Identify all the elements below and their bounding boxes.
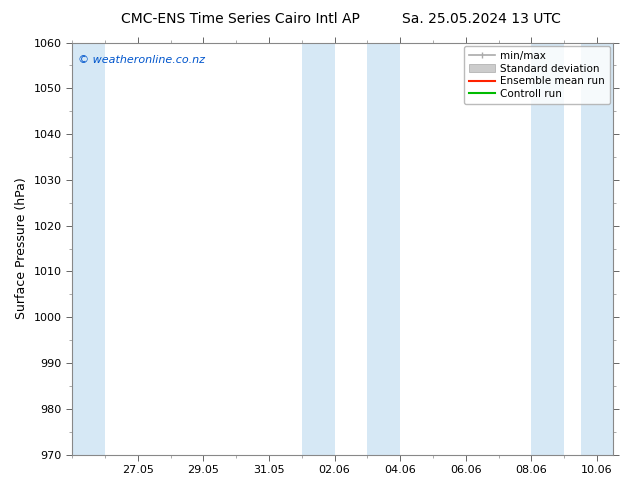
Text: CMC-ENS Time Series Cairo Intl AP: CMC-ENS Time Series Cairo Intl AP xyxy=(122,12,360,26)
Text: Sa. 25.05.2024 13 UTC: Sa. 25.05.2024 13 UTC xyxy=(403,12,561,26)
Y-axis label: Surface Pressure (hPa): Surface Pressure (hPa) xyxy=(15,178,28,319)
Bar xyxy=(581,43,614,455)
Bar xyxy=(72,43,105,455)
Text: © weatheronline.co.nz: © weatheronline.co.nz xyxy=(77,55,205,65)
Legend: min/max, Standard deviation, Ensemble mean run, Controll run: min/max, Standard deviation, Ensemble me… xyxy=(464,46,611,104)
Bar xyxy=(531,43,564,455)
Bar xyxy=(302,43,335,455)
Bar xyxy=(367,43,400,455)
